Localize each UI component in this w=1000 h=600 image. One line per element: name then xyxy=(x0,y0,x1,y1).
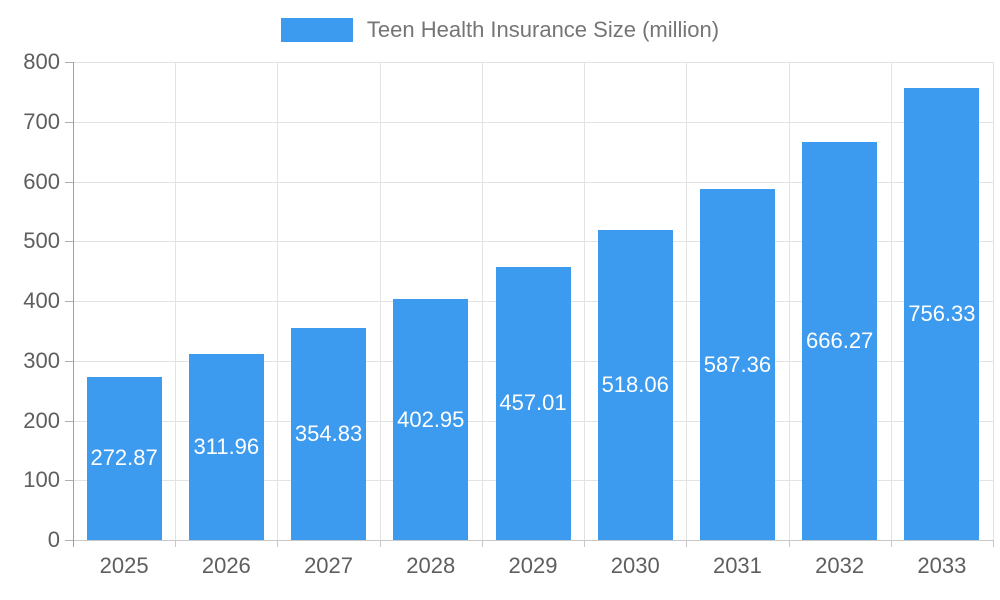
y-tick-label: 0 xyxy=(47,527,60,552)
x-tick-label: 2029 xyxy=(508,553,558,578)
y-axis-tick xyxy=(65,480,73,482)
y-axis-tick xyxy=(65,181,73,183)
bar xyxy=(598,230,673,540)
x-tick-label: 2025 xyxy=(99,553,149,578)
x-tick-label: 2030 xyxy=(610,553,660,578)
legend-label: Teen Health Insurance Size (million) xyxy=(366,17,720,42)
bar xyxy=(87,376,162,540)
y-tick-label: 600 xyxy=(23,168,60,194)
x-tick-label: 2028 xyxy=(406,553,456,578)
x-axis-tick xyxy=(482,540,483,547)
y-tick-label: 400 xyxy=(23,288,60,313)
x-axis-tick xyxy=(584,540,585,547)
y-tick-label: 200 xyxy=(23,407,60,433)
gridline-vertical xyxy=(277,62,278,540)
x-axis-tick xyxy=(993,540,994,547)
y-tick-label: 300 xyxy=(23,347,60,373)
gridline-vertical xyxy=(380,62,381,540)
gridline-vertical xyxy=(891,62,892,540)
y-axis-tick xyxy=(65,420,73,422)
y-axis-tick xyxy=(65,301,73,302)
x-axis-tick xyxy=(686,540,687,547)
y-axis-tick xyxy=(65,540,73,541)
gridline-vertical xyxy=(993,62,994,540)
gridline-vertical xyxy=(175,62,176,540)
x-tick-label: 2033 xyxy=(917,553,967,578)
gridline-vertical xyxy=(482,62,483,540)
gridline-horizontal xyxy=(73,62,993,63)
gridline-horizontal xyxy=(73,121,993,123)
bar xyxy=(291,327,366,540)
gridline-vertical xyxy=(584,62,585,540)
y-tick-label: 100 xyxy=(23,467,60,493)
y-tick-label: 500 xyxy=(23,228,60,254)
x-axis-tick xyxy=(277,540,278,547)
gridline-horizontal xyxy=(73,181,993,183)
y-axis-tick xyxy=(65,241,73,243)
bar xyxy=(904,88,979,540)
x-tick-label: 2031 xyxy=(712,553,762,578)
x-axis-tick xyxy=(891,540,892,547)
y-tick-label: 700 xyxy=(23,108,60,134)
gridline-vertical xyxy=(686,62,687,540)
x-tick-label: 2032 xyxy=(815,553,865,578)
x-axis-tick xyxy=(789,540,790,547)
legend-item[interactable]: Teen Health Insurance Size (million) xyxy=(0,18,1000,42)
bar xyxy=(496,266,571,540)
gridline-vertical xyxy=(789,62,790,540)
x-axis-tick xyxy=(175,540,176,547)
legend-swatch xyxy=(280,18,353,42)
gridline-horizontal xyxy=(73,241,993,243)
bar xyxy=(802,141,877,540)
y-axis-tick xyxy=(65,62,73,63)
y-tick-label: 800 xyxy=(23,49,60,74)
y-axis-tick xyxy=(65,360,73,362)
x-tick-label: 2026 xyxy=(201,553,251,578)
bar xyxy=(393,299,468,540)
bar xyxy=(700,189,775,540)
bar xyxy=(189,353,264,540)
x-tick-label: 2027 xyxy=(304,553,354,578)
x-axis-line xyxy=(73,540,993,541)
y-axis-line xyxy=(73,62,74,547)
x-axis-tick xyxy=(380,540,381,547)
y-axis-tick xyxy=(65,121,73,123)
